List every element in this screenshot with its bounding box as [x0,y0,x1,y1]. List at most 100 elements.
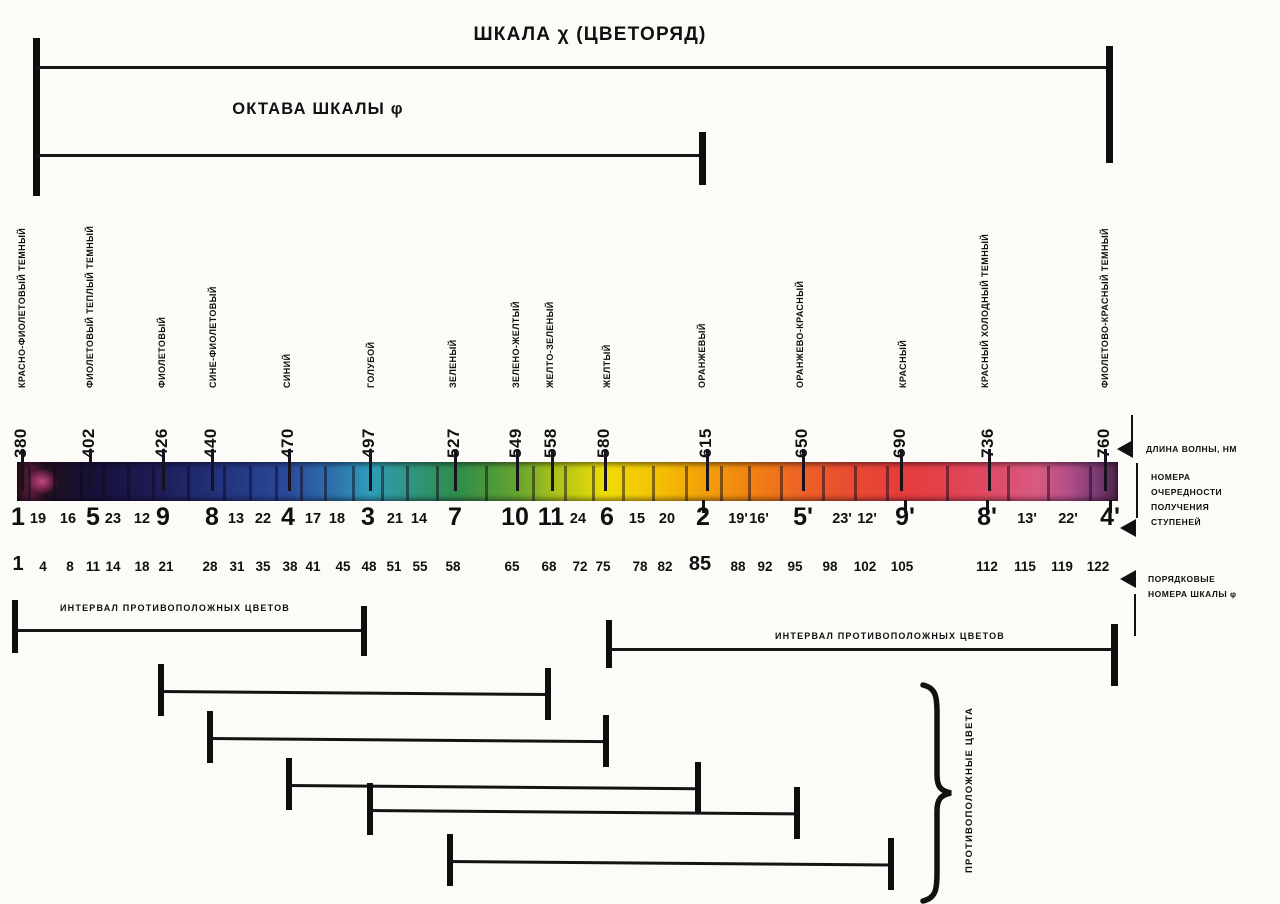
spectrum-step-separator [1089,466,1092,501]
spectrum-step-separator [748,466,751,501]
pair-interval-endbar [545,668,551,720]
spectrum-step-separator [28,466,31,501]
phi-scale-number: 58 [445,559,461,574]
spectrum-step-separator [1047,466,1050,501]
interval-left-endbar [361,606,367,656]
spectrum-step-separator [485,466,488,501]
pair-interval-line [287,784,698,790]
spectrum-step-separator [324,466,327,501]
order-number: 22 [254,511,272,527]
pair-interval-endbar [603,715,609,767]
color-name-label: КРАСНЫЙ ХОЛОДНЫЙ ТЕМНЫЙ [980,233,990,388]
wavelength-tick [604,449,607,491]
color-name-label: СИНЕ-ФИОЛЕТОВЫЙ [208,286,218,388]
phi-scale-number: 68 [541,559,557,574]
order-number: 15 [628,511,646,527]
phi-scale-number: 51 [386,559,402,574]
color-name-label: СИНИЙ [282,353,292,388]
wavelength-arrow-icon [1117,440,1133,458]
spectrum-step-separator [223,466,226,501]
below-bar-tick [904,500,907,513]
phi-scale-number: 38 [282,559,298,574]
order-label-line: НОМЕРА [1151,472,1191,482]
phi-scale-number: 35 [255,559,271,574]
color-name-label: ФИОЛЕТОВЫЙ ТЕПЛЫЙ ТЕМНЫЙ [85,225,95,388]
pair-interval-startbar [286,758,292,810]
spectrum-step-separator [854,466,857,501]
left-master-bar [33,38,40,196]
spectrum-step-separator [780,466,783,501]
order-number: 19' [728,511,748,527]
order-label-line: ПОЛУЧЕНИЯ [1151,502,1210,512]
order-number: 16' [749,511,769,527]
opposite-colors-label: ПРОТИВОПОЛОЖНЫЕ ЦВЕТА [964,706,975,873]
phi-scale-number: 41 [305,559,321,574]
spectrum-step-separator [685,466,688,501]
phi-scale-number: 14 [105,559,121,574]
order-number: 2 [696,503,710,531]
phi-pointer-line [1134,594,1136,636]
wavelength-tick [1104,449,1107,491]
chi-scale-line [36,66,1109,69]
order-number: 5 [86,503,100,531]
spectrum-step-separator [352,466,355,501]
order-pointer-line [1136,463,1138,518]
color-name-label: КРАСНЫЙ [898,339,908,388]
order-number: 23 [104,511,122,527]
order-arrow-icon [1120,519,1136,537]
pair-interval-endbar [695,762,701,814]
interval-right-label: ИНТЕРВАЛ ПРОТИВОПОЛОЖНЫХ ЦВЕТОВ [775,631,1005,641]
order-number: 11 [537,503,565,531]
wavelength-tick [900,449,903,491]
order-number: 17 [304,511,322,527]
phi-scale-number: 82 [657,559,673,574]
wavelength-tick [162,449,165,491]
color-name-label: ФИОЛЕТОВО-КРАСНЫЙ ТЕМНЫЙ [1100,228,1110,388]
order-number: 9' [895,503,915,531]
order-number: 8 [205,503,219,531]
spectrum-step-separator [720,466,723,501]
wavelength-pointer-line [1131,415,1133,444]
phi-scale-number: 4 [39,559,47,574]
color-name-label: ОРАНЖЕВО-КРАСНЫЙ [795,280,805,388]
below-bar-tick [702,500,705,513]
phi-octave-title: ОКТАВА ШКАЛЫ φ [232,100,404,118]
wavelength-tick [288,449,291,491]
spectrum-step-separator [406,466,409,501]
phi-scale-number: 48 [361,559,377,574]
wavelength-tick [706,449,709,491]
order-numbers-label: НОМЕРА ОЧЕРЕДНОСТИ ПОЛУЧЕНИЯ СТУПЕНЕЙ [1151,470,1222,530]
order-number: 24 [569,511,587,527]
order-number: 21 [386,511,404,527]
wavelength-tick [551,449,554,491]
pair-interval-line [208,737,606,743]
spectrum-step-separator [886,466,889,501]
spectrum-step-separator [1007,466,1010,501]
interval-left-startbar [12,600,18,653]
wavelength-tick [988,449,991,491]
phi-label-line: НОМЕРА ШКАЛЫ φ [1148,589,1237,599]
phi-scale-number: 28 [202,559,218,574]
order-number: 10 [501,503,529,531]
phi-scale-number: 65 [504,559,520,574]
phi-scale-number: 78 [632,559,648,574]
wavelength-tick [369,449,372,491]
order-number: 16 [59,511,77,527]
phi-scale-number: 8 [66,559,74,574]
order-number: 22' [1058,511,1078,527]
wavelength-tick [211,449,214,491]
phi-scale-number: 115 [1014,559,1036,574]
spectrum-step-separator [300,466,303,501]
color-name-label: ЗЕЛЕНО-ЖЕЛТЫЙ [511,301,521,388]
spectrum-step-separator [127,466,130,501]
spectrum-step-separator [80,466,83,501]
below-bar-tick [1109,500,1112,513]
phi-scale-number: 122 [1086,559,1110,574]
spectrum-bar [17,462,1118,501]
order-number: 13 [227,511,245,527]
order-number: 13' [1017,511,1037,527]
order-number: 4' [1100,503,1120,531]
spectrum-step-separator [622,466,625,501]
spectrum-step-separator [592,466,595,501]
